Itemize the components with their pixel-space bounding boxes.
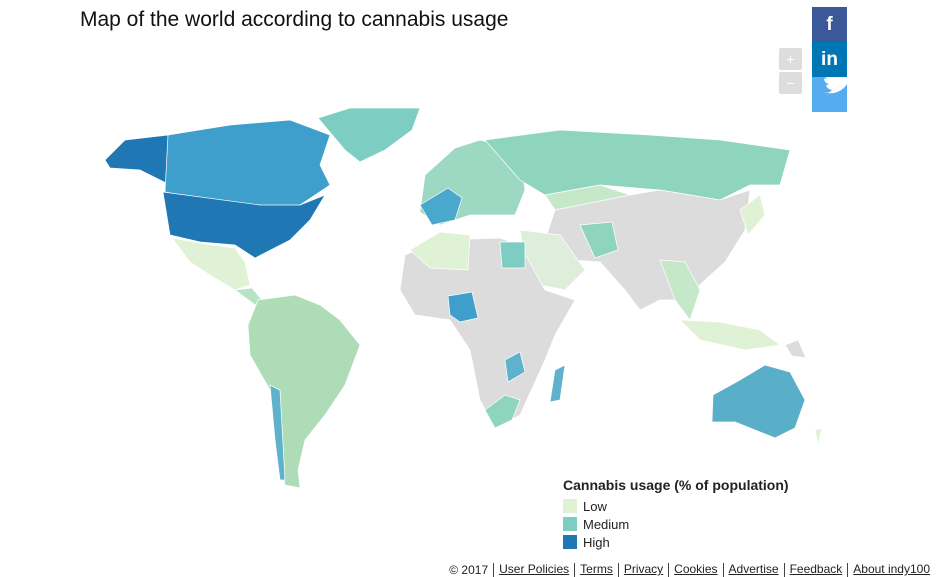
nigeria xyxy=(447,291,479,323)
footer-link[interactable]: Cookies xyxy=(668,563,722,577)
australia xyxy=(711,364,806,439)
papua xyxy=(784,339,807,359)
mexico xyxy=(171,237,251,291)
legend: Cannabis usage (% of population) Low Medi… xyxy=(563,477,789,551)
russia xyxy=(484,129,791,201)
legend-swatch xyxy=(563,499,577,513)
africa xyxy=(399,237,576,429)
zoom-in-button[interactable]: + xyxy=(779,48,802,70)
legend-label: Low xyxy=(583,498,607,514)
footer-link[interactable]: About indy100 xyxy=(847,563,935,577)
legend-label: High xyxy=(583,534,610,550)
iran xyxy=(579,221,619,259)
japan xyxy=(739,194,766,236)
north-africa xyxy=(409,231,471,271)
legend-item: Low xyxy=(563,497,789,515)
copyright: © 2017 xyxy=(449,563,489,577)
usa xyxy=(162,191,326,259)
indonesia xyxy=(679,319,781,351)
asia xyxy=(544,189,751,311)
legend-item: Medium xyxy=(563,515,789,533)
greenland xyxy=(317,107,421,163)
south-africa xyxy=(484,394,521,429)
map-title: Map of the world according to cannabis u… xyxy=(80,8,509,31)
southeast-asia xyxy=(659,259,701,321)
chile xyxy=(269,384,286,481)
egypt xyxy=(499,241,526,269)
south-america xyxy=(247,294,361,489)
linkedin-button[interactable]: in xyxy=(812,42,847,77)
alaska xyxy=(104,134,171,186)
legend-title: Cannabis usage (% of population) xyxy=(563,477,789,493)
footer-link[interactable]: Terms xyxy=(574,563,618,577)
footer-link[interactable]: Feedback xyxy=(783,563,848,577)
footer: © 2017 User Policies Terms Privacy Cookies A… xyxy=(449,563,935,577)
footer-link[interactable]: Advertise xyxy=(722,563,784,577)
footer-link[interactable]: Privacy xyxy=(617,563,668,577)
legend-swatch xyxy=(563,517,577,531)
western-europe xyxy=(419,187,463,226)
madagascar xyxy=(549,364,566,403)
footer-link[interactable]: User Policies xyxy=(493,563,574,577)
facebook-button[interactable]: f xyxy=(812,7,847,42)
legend-swatch xyxy=(563,535,577,549)
zoom-out-button[interactable]: − xyxy=(779,72,802,94)
new-zealand xyxy=(814,427,823,446)
legend-label: Medium xyxy=(583,516,630,532)
legend-item: High xyxy=(563,533,789,551)
zambia xyxy=(504,351,526,383)
